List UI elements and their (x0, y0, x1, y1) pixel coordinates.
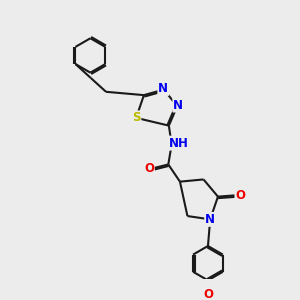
Text: NH: NH (169, 136, 188, 150)
Text: O: O (144, 162, 154, 175)
Text: N: N (205, 213, 215, 226)
Text: O: O (203, 288, 213, 300)
Text: N: N (173, 99, 183, 112)
Text: N: N (158, 82, 168, 95)
Text: O: O (236, 189, 245, 202)
Text: S: S (132, 111, 140, 124)
